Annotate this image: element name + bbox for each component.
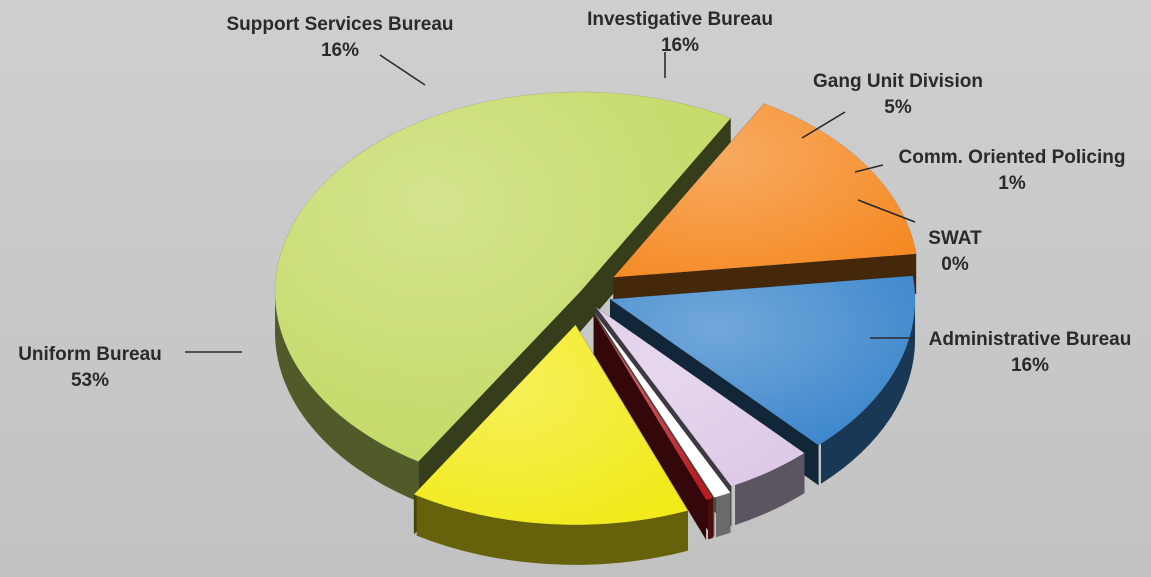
pie-slice-tops xyxy=(274,91,917,526)
slice-value-support-services-bureau: 16% xyxy=(321,40,359,61)
slice-rim-comm-oriented-policing-0 xyxy=(716,492,731,538)
slice-label-support-services-bureau: Support Services Bureau xyxy=(226,14,453,35)
slice-rim-investigative-bureau-0 xyxy=(820,296,916,484)
leader-lines xyxy=(185,52,916,353)
slice-label-uniform-bureau: Uniform Bureau xyxy=(18,344,162,365)
slice-labels: Uniform Bureau 53% Support Services Bureau… xyxy=(18,9,1131,391)
slice-label-administrative-bureau: Administrative Bureau xyxy=(929,329,1132,350)
pie-slice-shine-uniform-bureau xyxy=(275,92,731,462)
slice-value-gang-unit-division: 5% xyxy=(884,97,912,118)
leader-line-support-services-bureau xyxy=(379,54,426,86)
slice-label-investigative-bureau: Investigative Bureau xyxy=(587,9,773,30)
slice-rim-swat-0 xyxy=(708,498,713,540)
leader-line-gang-unit-division xyxy=(801,111,846,139)
pie-slice-shine-swat xyxy=(593,313,713,500)
slice-value-swat: 0% xyxy=(941,254,969,275)
slice-wall-swat-1 xyxy=(593,313,707,540)
pie-slice-shine-gang-unit-division xyxy=(595,307,805,487)
slice-value-uniform-bureau: 53% xyxy=(71,370,109,391)
pie-slice-shine-investigative-bureau xyxy=(610,275,916,446)
pie-slice-shine-comm-oriented-policing xyxy=(595,313,731,498)
slice-value-administrative-bureau: 16% xyxy=(1011,355,1049,376)
pie-slice-shine-support-services-bureau xyxy=(613,103,917,278)
slice-value-comm-oriented-policing: 1% xyxy=(998,173,1026,194)
slice-label-gang-unit-division: Gang Unit Division xyxy=(813,71,983,92)
slice-label-comm-oriented-policing: Comm. Oriented Policing xyxy=(899,147,1126,168)
slice-value-investigative-bureau: 16% xyxy=(661,35,699,56)
slice-rim-uniform-bureau-0 xyxy=(275,288,419,502)
pie-slice-shine-administrative-bureau xyxy=(413,324,688,525)
slice-rim-administrative-bureau-0 xyxy=(416,495,688,565)
slice-rim-gang-unit-division-0 xyxy=(735,453,805,526)
leader-line-swat xyxy=(857,199,916,223)
slice-label-swat: SWAT xyxy=(928,228,982,249)
leader-line-comm-oriented-policing xyxy=(854,164,884,173)
